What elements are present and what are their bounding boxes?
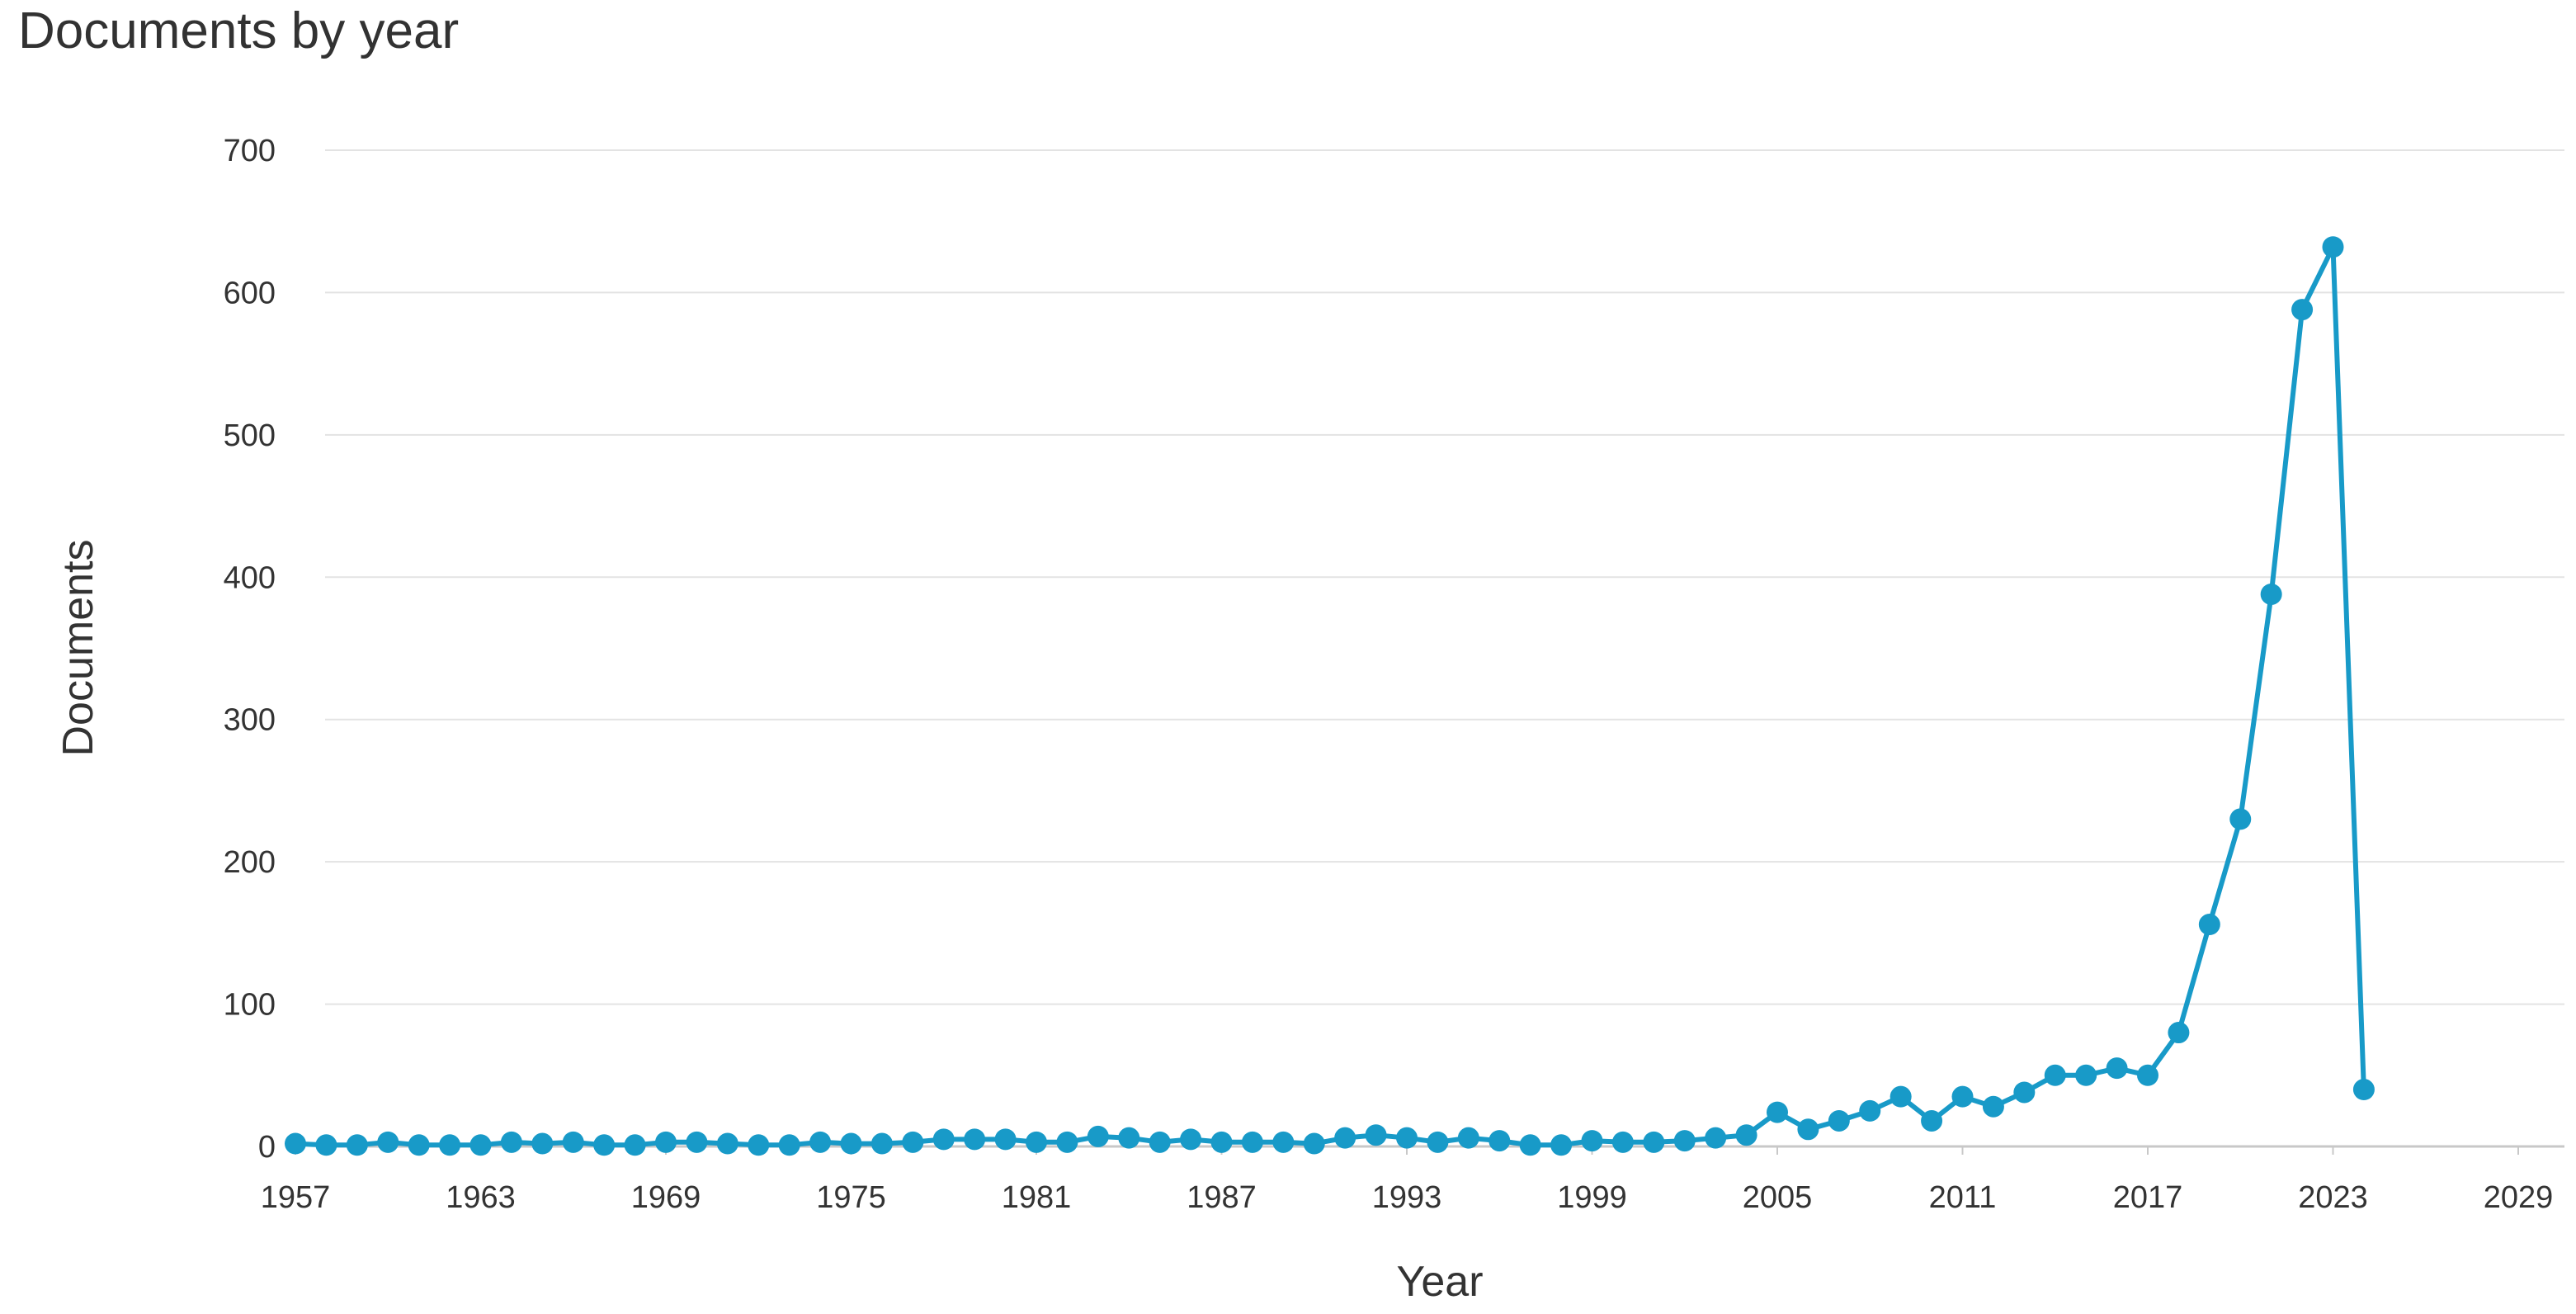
data-point-1971[interactable] [716,1132,738,1155]
y-tick-label: 200 [224,845,276,880]
data-point-1995[interactable] [1457,1127,1479,1149]
data-point-2024[interactable] [2352,1079,2375,1101]
data-point-1981[interactable] [1026,1131,1047,1153]
data-point-2015[interactable] [2075,1064,2097,1086]
data-point-1961[interactable] [408,1134,430,1156]
x-tick-label: 2017 [2113,1180,2183,1215]
data-point-2004[interactable] [1735,1124,1757,1146]
data-point-2011[interactable] [1951,1085,1974,1108]
data-point-1970[interactable] [686,1131,708,1153]
data-point-2020[interactable] [2229,808,2252,830]
data-point-1959[interactable] [346,1134,368,1156]
y-tick-label: 100 [224,988,276,1023]
data-point-1984[interactable] [1118,1127,1140,1149]
data-point-1996[interactable] [1489,1130,1511,1152]
data-point-1983[interactable] [1087,1125,1109,1147]
data-point-1958[interactable] [315,1134,337,1156]
data-point-2023[interactable] [2322,236,2344,258]
data-point-1986[interactable] [1180,1128,1202,1151]
x-tick-label: 1993 [1372,1180,1442,1215]
data-point-1974[interactable] [809,1131,832,1153]
data-point-2009[interactable] [1890,1085,1912,1108]
data-point-2007[interactable] [1828,1109,1850,1132]
x-tick-label: 2011 [1929,1180,1997,1215]
data-point-2005[interactable] [1767,1101,1788,1123]
data-point-1962[interactable] [439,1134,461,1156]
data-point-1964[interactable] [500,1131,522,1153]
x-tick-label: 1963 [446,1180,516,1215]
data-point-1969[interactable] [655,1131,677,1153]
x-tick-label: 2005 [1743,1180,1813,1215]
chart-title: Documents by year [18,2,460,59]
data-point-2002[interactable] [1673,1130,1696,1152]
data-point-2008[interactable] [1859,1099,1881,1122]
data-point-1993[interactable] [1396,1127,1418,1149]
y-tick-label: 700 [224,134,276,168]
data-point-2012[interactable] [1982,1095,2004,1118]
x-tick-label: 1987 [1187,1180,1257,1215]
y-tick-label: 500 [224,418,276,453]
y-tick-label: 300 [224,703,276,738]
y-axis-title: Documents [54,540,102,757]
data-point-1960[interactable] [377,1131,399,1153]
data-point-1988[interactable] [1241,1131,1263,1153]
data-point-2000[interactable] [1611,1131,1634,1153]
series-line [295,244,2366,1148]
data-point-1965[interactable] [531,1132,554,1155]
data-point-1990[interactable] [1303,1132,1325,1155]
x-axis-title: Year [1396,1258,1483,1306]
y-tick-label: 600 [224,276,276,310]
data-point-1994[interactable] [1427,1131,1449,1153]
data-point-1972[interactable] [748,1134,770,1156]
grid-lines [325,149,2564,1148]
data-point-2021[interactable] [2260,583,2282,605]
data-point-1987[interactable] [1210,1131,1233,1153]
x-tick-labels: 1957 1963 1969 1975 1981 1987 1993 1999 2005 2011… [261,1146,2554,1215]
y-tick-labels: 0 100 200 300 400 500 600 700 [224,134,276,1165]
x-tick-label: 1981 [1002,1180,1072,1215]
data-point-2022[interactable] [2291,299,2314,321]
data-point-1978[interactable] [932,1128,955,1151]
data-points [285,236,2375,1156]
data-point-1982[interactable] [1056,1131,1078,1153]
y-tick-label: 0 [258,1130,276,1165]
data-point-2016[interactable] [2106,1057,2128,1080]
x-tick-label: 2023 [2298,1180,2368,1215]
data-point-1991[interactable] [1334,1127,1356,1149]
data-point-1997[interactable] [1519,1134,1541,1156]
data-point-1985[interactable] [1149,1131,1171,1153]
data-point-1979[interactable] [964,1128,986,1151]
data-point-2019[interactable] [2198,914,2220,936]
data-point-2014[interactable] [2044,1064,2066,1086]
x-tick-label: 1999 [1557,1180,1627,1215]
x-tick-label: 1975 [816,1180,886,1215]
data-point-2013[interactable] [2013,1081,2036,1104]
data-point-1963[interactable] [469,1134,492,1156]
data-point-2001[interactable] [1643,1131,1665,1153]
data-point-2003[interactable] [1705,1127,1727,1149]
data-point-2010[interactable] [1921,1109,1943,1132]
data-point-1968[interactable] [624,1134,646,1156]
data-point-1976[interactable] [870,1132,893,1155]
data-point-1999[interactable] [1581,1130,1603,1152]
x-tick-label: 2029 [2484,1180,2554,1215]
data-point-1998[interactable] [1550,1134,1573,1156]
data-point-1957[interactable] [285,1132,306,1155]
data-point-2006[interactable] [1797,1118,1819,1141]
y-tick-label: 400 [224,560,276,595]
data-point-2017[interactable] [2137,1064,2158,1086]
data-point-1967[interactable] [593,1134,616,1156]
x-tick-label: 1957 [261,1180,331,1215]
data-point-1975[interactable] [840,1132,862,1155]
data-point-1989[interactable] [1272,1131,1295,1153]
data-point-1980[interactable] [994,1128,1017,1151]
data-point-1973[interactable] [778,1134,800,1156]
data-point-1992[interactable] [1365,1124,1387,1146]
data-point-1966[interactable] [562,1131,584,1153]
x-tick-label: 1969 [631,1180,701,1215]
data-point-2018[interactable] [2168,1022,2190,1044]
data-point-1977[interactable] [902,1131,924,1153]
